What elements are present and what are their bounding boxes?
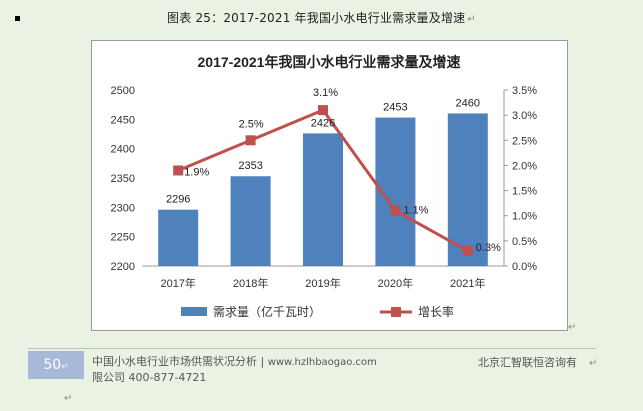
x-tick-label: 2020年 [378, 276, 413, 290]
line-data-label: 1.1% [403, 205, 428, 217]
bar-data-label: 2460 [456, 97, 480, 109]
y-left-tick-label: 2300 [111, 202, 135, 214]
line-marker [245, 135, 256, 146]
bullet-mark [15, 16, 20, 21]
y-left-tick-label: 2350 [111, 173, 135, 185]
y-right-tick-label: 3.0% [512, 110, 537, 122]
y-right-tick-label: 2.5% [512, 135, 537, 147]
x-tick-label: 2018年 [233, 276, 268, 290]
footer-company-line: 限公司 400-877-4721 [92, 371, 207, 384]
paragraph-mark-icon: ↵ [64, 393, 73, 404]
x-tick-label: 2019年 [305, 276, 340, 290]
y-right-tick-label: 3.5% [512, 85, 537, 97]
paragraph-mark-icon: ↵ [467, 14, 476, 25]
y-left-tick-label: 2500 [111, 85, 135, 97]
page-number: 50 [43, 357, 62, 373]
y-left-tick-label: 2200 [111, 261, 135, 273]
x-tick-label: 2021年 [450, 276, 485, 290]
figure-caption: 图表 25：2017-2021 年我国小水电行业需求量及增速 ↵ [0, 9, 643, 26]
paragraph-mark-icon: ↵ [61, 362, 69, 372]
bar [447, 113, 488, 266]
legend-bar-swatch [181, 307, 207, 316]
paragraph-mark-icon: ↵ [568, 322, 577, 333]
footer-text: 中国小水电行业市场供需状况分析 | www.hzlhbaogao.com 限公司… [92, 354, 382, 385]
legend-line-marker [391, 307, 401, 317]
figure-caption-text: 图表 25：2017-2021 年我国小水电行业需求量及增速 [167, 11, 466, 25]
y-right-tick-label: 0.5% [512, 236, 537, 248]
line-data-label: 2.5% [239, 118, 264, 130]
line-marker [173, 165, 184, 176]
line-series [173, 105, 473, 256]
bar [158, 209, 199, 266]
legend-line-label: 增长率 [418, 304, 454, 319]
footer-organization: 北京汇智联恒咨询有 ↵ [478, 354, 597, 370]
bar-series [158, 113, 488, 266]
y-left-tick-label: 2400 [111, 144, 135, 156]
page-number-box: 50↵ [28, 351, 84, 379]
chart-title: 2017-2021年我国小水电行业需求量及增速 [198, 54, 461, 70]
footer-divider [28, 348, 596, 349]
line-marker [318, 105, 328, 116]
chart-legend: 需求量（亿千瓦时） 增长率 [181, 304, 454, 319]
y-right-tick-label: 1.5% [512, 186, 537, 198]
y-right-tick-label: 2.0% [512, 160, 537, 172]
x-tick-label: 2017年 [160, 276, 195, 290]
line-marker [390, 205, 401, 216]
footer-org-name: 北京汇智联恒咨询有 [478, 356, 577, 369]
data-labels: 2296 2353 2426 2453 2460 1.9% 2.5% 3.1% 1.1% 0.3% [166, 87, 501, 254]
bar [230, 176, 271, 266]
line-data-label: 1.9% [184, 166, 209, 178]
y-left-tick-label: 2450 [111, 114, 135, 126]
bar [303, 133, 343, 266]
line-data-label: 3.1% [313, 87, 338, 99]
y-right-tick-label: 1.0% [512, 211, 537, 223]
chart-axes: 2200 2250 2300 2350 2400 2450 2500 0.0% 0.5% 1.0%… [111, 85, 538, 290]
chart-frame: 2017-2021年我国小水电行业需求量及增速 2200 2250 2300 2350… [91, 40, 568, 331]
line-data-label: 0.3% [476, 242, 501, 254]
footer-report-title: 中国小水电行业市场供需状况分析 [92, 355, 257, 368]
y-right-tick-label: 0.0% [512, 261, 537, 273]
bar-data-label: 2453 [383, 102, 407, 114]
bar-data-label: 2296 [166, 194, 190, 206]
legend-bar-label: 需求量（亿千瓦时） [213, 304, 321, 319]
paragraph-mark-icon: ↵ [589, 358, 598, 369]
footer-url: www.hzlhbaogao.com [267, 357, 377, 368]
line-marker [462, 245, 473, 256]
chart-svg: 2017-2021年我国小水电行业需求量及增速 2200 2250 2300 2350… [111, 54, 538, 319]
bar-data-label: 2353 [238, 160, 262, 172]
y-left-tick-label: 2250 [111, 232, 135, 244]
bar-data-label: 2426 [311, 117, 335, 129]
